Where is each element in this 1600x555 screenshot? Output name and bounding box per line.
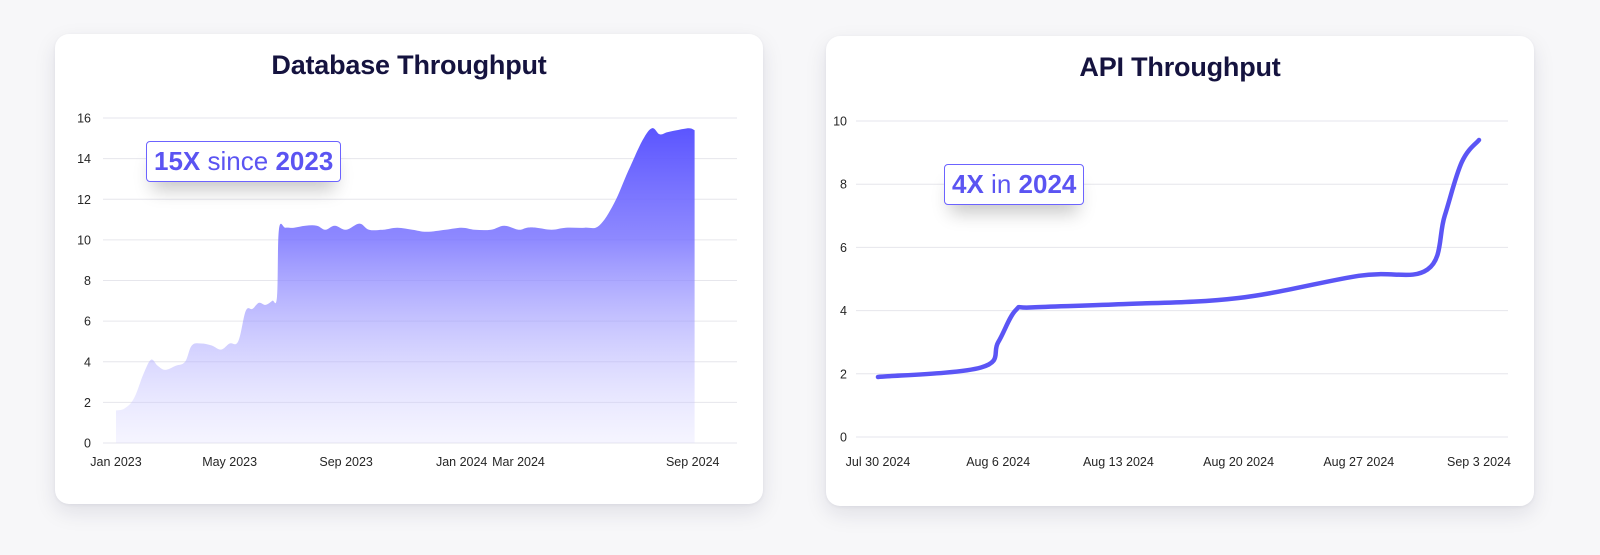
database-throughput-chart: 0 2 4 6 8 10 12 14 16 Jan 2023 May 2023 Sep 2023 Jan…: [77, 112, 737, 469]
y-tick-label: 6: [84, 315, 91, 329]
y-tick-label: 2: [84, 396, 91, 410]
growth-callout: 15X since 2023: [146, 141, 342, 182]
y-tick-label: 0: [840, 431, 847, 445]
x-tick-label: Aug 27 2024: [1323, 455, 1394, 469]
y-tick-label: 6: [840, 241, 847, 255]
callout-year: 2024: [1018, 169, 1077, 199]
database-throughput-card: Database Throughput 0 2 4 6 8 10 12 14 16 Jan 202…: [55, 34, 763, 504]
x-tick-label: Jan 2023: [90, 455, 141, 469]
y-tick-label: 10: [77, 233, 91, 247]
y-tick-label: 2: [840, 367, 847, 381]
database-throughput-title: Database Throughput: [271, 50, 547, 80]
callout-connector: since: [207, 146, 269, 176]
x-tick-label: Sep 3 2024: [1447, 455, 1511, 469]
callout-year: 2023: [275, 146, 334, 176]
x-tick-label: Sep 2024: [666, 455, 720, 469]
callout-connector: in: [991, 169, 1012, 199]
y-tick-label: 0: [84, 437, 91, 451]
y-tick-label: 4: [840, 304, 847, 318]
y-tick-label: 10: [833, 115, 847, 129]
x-tick-label: May 2023: [202, 455, 257, 469]
y-tick-label: 8: [840, 178, 847, 192]
x-tick-label: Aug 6 2024: [966, 455, 1030, 469]
x-tick-label: Aug 20 2024: [1203, 455, 1274, 469]
series-area: [116, 128, 695, 444]
api-throughput-title: API Throughput: [1079, 52, 1281, 82]
x-tick-label: Aug 13 2024: [1083, 455, 1154, 469]
callout-multiplier: 4X: [952, 169, 984, 199]
y-tick-label: 14: [77, 152, 91, 166]
x-tick-label: Mar 2024: [492, 455, 545, 469]
y-tick-label: 8: [84, 274, 91, 288]
growth-callout: 4X in 2024: [944, 164, 1085, 205]
x-tick-label: Sep 2023: [319, 455, 373, 469]
y-tick-label: 4: [84, 355, 91, 369]
x-tick-label: Jan 2024: [436, 455, 487, 469]
x-tick-label: Jul 30 2024: [846, 455, 911, 469]
api-throughput-card: API Throughput 0 2 4 6 8 10 Jul 30 2024 Aug 6 2…: [826, 36, 1534, 506]
series-line: [875, 137, 1482, 380]
api-throughput-chart: 0 2 4 6 8 10 Jul 30 2024 Aug 6 2024 Aug 13 2024 A…: [833, 115, 1511, 470]
callout-multiplier: 15X: [154, 146, 201, 176]
y-tick-label: 12: [77, 193, 91, 207]
y-tick-label: 16: [77, 112, 91, 126]
